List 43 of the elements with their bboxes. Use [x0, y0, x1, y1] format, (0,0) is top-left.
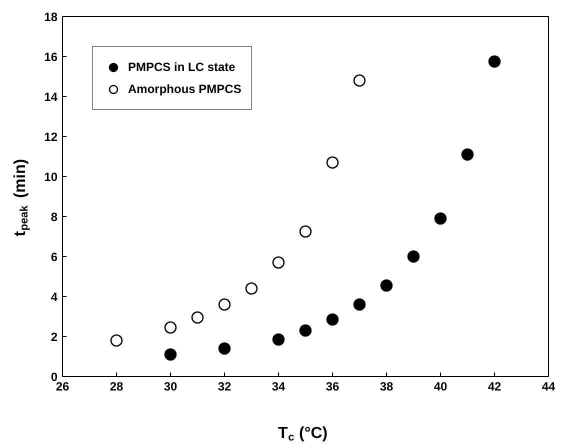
point	[434, 212, 447, 225]
x-tick-label: 40	[434, 380, 448, 394]
x-tick-label: 44	[542, 380, 556, 394]
y-tick-label: 14	[44, 90, 58, 104]
y-tick-label: 16	[44, 50, 58, 64]
x-tick-label: 32	[218, 380, 232, 394]
x-tick-label: 26	[56, 380, 70, 394]
point	[272, 256, 285, 269]
point	[110, 334, 123, 347]
point	[380, 279, 393, 292]
point	[488, 55, 501, 68]
y-axis-title: tpeak (min)	[12, 158, 30, 236]
y-tick-label: 18	[44, 10, 58, 24]
x-tick-label: 38	[380, 380, 394, 394]
y-tick-label: 10	[44, 170, 58, 184]
x-tick-label: 34	[272, 380, 286, 394]
legend-label: Amorphous PMPCS	[128, 82, 242, 96]
point	[299, 324, 312, 337]
point	[164, 348, 177, 361]
point	[299, 225, 312, 238]
y-tick-label: 6	[50, 250, 58, 264]
point	[353, 298, 366, 311]
y-tick-label: 12	[44, 130, 58, 144]
x-tick-label: 42	[488, 380, 502, 394]
point	[218, 298, 231, 311]
point	[164, 321, 177, 334]
y-tick-label: 0	[50, 370, 58, 384]
x-tick-label: 36	[326, 380, 340, 394]
point	[272, 333, 285, 346]
point	[461, 148, 474, 161]
point	[218, 342, 231, 355]
point	[326, 313, 339, 326]
point	[353, 74, 366, 87]
point	[407, 250, 420, 263]
y-tick-label: 4	[50, 290, 58, 304]
legend-label: PMPCS in LC state	[128, 60, 236, 74]
point	[191, 311, 204, 324]
x-tick-label: 28	[110, 380, 124, 394]
x-tick-label: 30	[164, 380, 178, 394]
y-tick-label: 8	[50, 210, 58, 224]
point	[326, 156, 339, 169]
point	[245, 282, 258, 295]
y-tick-label: 2	[50, 330, 58, 344]
